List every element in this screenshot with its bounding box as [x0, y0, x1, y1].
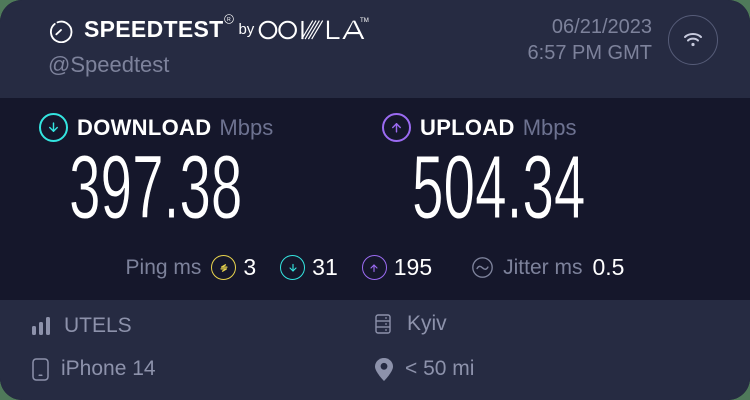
svg-text:TM: TM — [360, 16, 369, 23]
svg-text:R: R — [227, 17, 231, 23]
